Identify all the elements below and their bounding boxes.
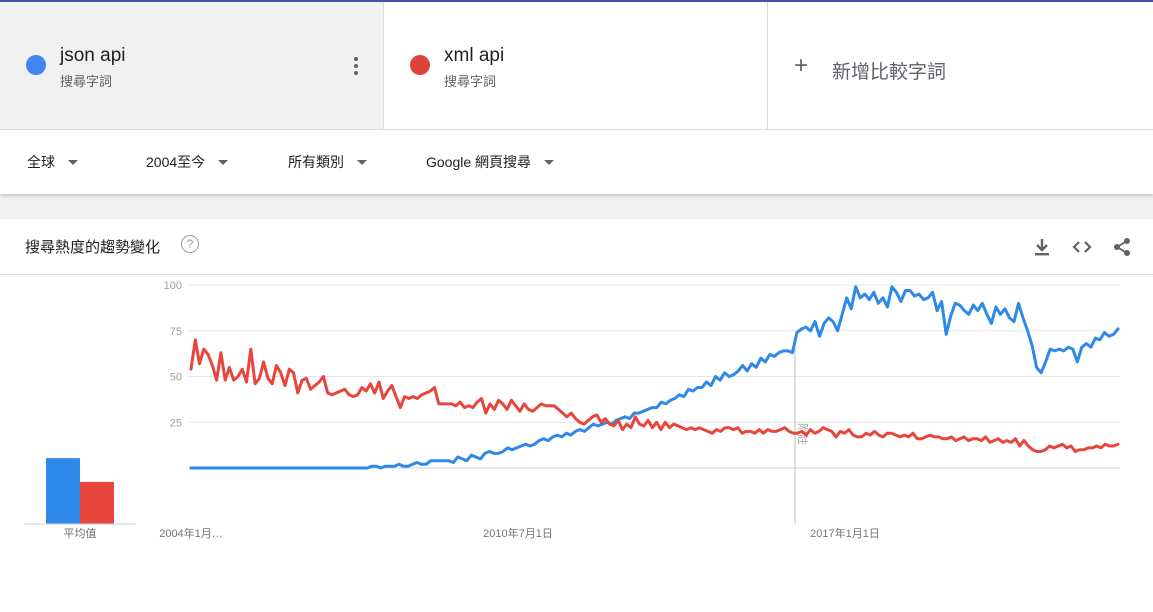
embed-code-icon[interactable] <box>1071 236 1093 258</box>
series-line-json-api <box>189 285 1120 470</box>
chevron-down-icon <box>357 159 367 165</box>
more-options-icon[interactable] <box>347 54 365 78</box>
series-lines <box>189 285 1120 470</box>
region-value: 全球 <box>27 154 55 170</box>
y-tick-label: 25 <box>170 417 182 429</box>
series-color-dot <box>26 55 46 75</box>
y-tick-label: 100 <box>164 280 182 292</box>
series-color-dot <box>410 55 430 75</box>
top-accent-line <box>0 0 1153 2</box>
compare-terms-bar: json api 搜尋字詞 xml api 搜尋字詞 + 新增比較字詞 <box>0 2 1153 130</box>
search-type-value: Google 網頁搜尋 <box>426 154 532 170</box>
average-bar-json-api <box>46 458 80 524</box>
series-line-xml-api <box>189 338 1120 453</box>
card-header: 搜尋熱度的趨勢變化 ? <box>0 219 1153 275</box>
chevron-down-icon <box>218 159 229 165</box>
average-bar-xml-api <box>80 481 114 524</box>
y-tick-label: 75 <box>170 326 182 338</box>
x-tick-label: 2017年1月1日 <box>810 526 880 540</box>
term-card-json-api[interactable]: json api 搜尋字詞 <box>0 2 384 129</box>
help-icon[interactable]: ? <box>181 235 199 253</box>
chart-gridlines <box>189 284 1120 469</box>
category-dropdown[interactable]: 所有類別 <box>288 152 367 172</box>
term-name: xml api <box>444 45 505 66</box>
plus-icon: + <box>794 52 809 79</box>
y-tick-label: 50 <box>170 372 182 384</box>
download-icon[interactable] <box>1031 236 1053 258</box>
add-comparison-button[interactable]: + 新增比較字詞 <box>768 2 1153 129</box>
y-axis-ticks: 25 50 75 100 <box>164 280 182 429</box>
x-tick-label: 2010年7月1日 <box>483 526 553 540</box>
category-value: 所有類別 <box>288 154 344 170</box>
time-range-value: 2004至今 <box>146 154 206 170</box>
card-title: 搜尋熱度的趨勢變化 <box>25 239 161 256</box>
chevron-down-icon <box>68 159 78 165</box>
add-comparison-label: 新增比較字詞 <box>832 62 947 83</box>
x-axis-ticks: 2004年1月… 2010年7月1日 2017年1月1日 <box>159 526 880 540</box>
average-bars: 平均值 <box>24 458 136 540</box>
search-type-dropdown[interactable]: Google 網頁搜尋 <box>426 152 555 172</box>
chevron-down-icon <box>544 159 555 165</box>
filter-bar: 全球 2004至今 所有類別 Google 網頁搜尋 <box>0 130 1153 194</box>
average-label: 平均值 <box>64 527 97 540</box>
time-range-dropdown[interactable]: 2004至今 <box>146 152 229 172</box>
region-dropdown[interactable]: 全球 <box>27 152 78 172</box>
term-card-xml-api[interactable]: xml api 搜尋字詞 <box>384 2 768 129</box>
interest-over-time-card: 搜尋熱度的趨勢變化 ? 25 50 75 100 2004年1月… 2010年7月1日 2… <box>0 219 1153 612</box>
term-type-label: 搜尋字詞 <box>444 74 497 89</box>
share-icon[interactable] <box>1111 236 1133 258</box>
term-type-label: 搜尋字詞 <box>60 74 113 89</box>
x-tick-label: 2004年1月… <box>159 526 223 540</box>
term-name: json api <box>60 45 126 66</box>
